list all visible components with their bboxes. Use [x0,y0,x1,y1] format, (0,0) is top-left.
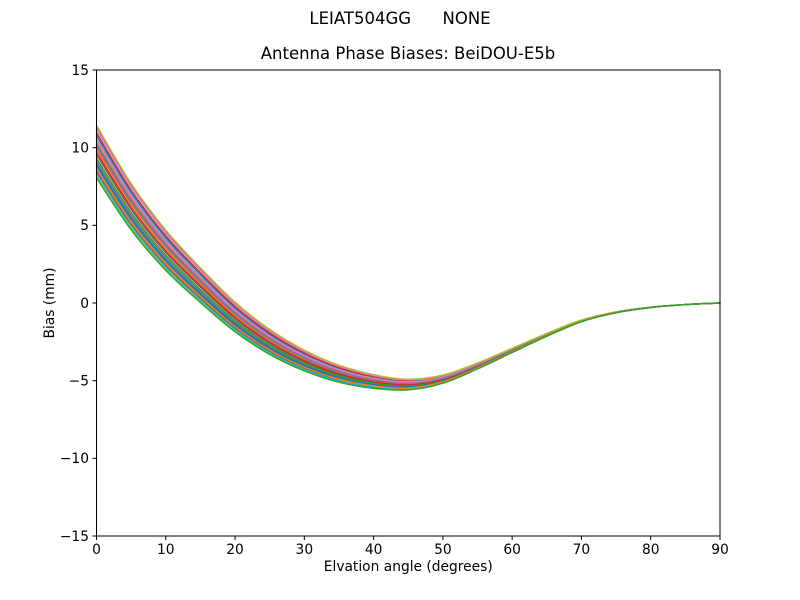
y-tick-label: −15 [60,529,89,545]
x-tick-label: 10 [157,542,175,558]
series-line-5 [95,126,721,381]
series-line-17 [95,138,721,383]
x-tick-label: 60 [503,542,521,558]
y-tick-label: 0 [80,296,89,312]
series-line-22 [95,168,721,389]
y-axis-label: Bias (mm) [42,268,58,339]
y-tick-label: −5 [69,373,89,389]
y-tick-label: −10 [60,451,89,467]
plot-border [96,69,721,537]
x-tick-label: 20 [226,542,244,558]
x-tick-label: 80 [642,542,660,558]
y-tick-label: 15 [71,63,89,79]
x-tick-label: 40 [365,542,383,558]
x-tick-label: 90 [711,542,729,558]
y-tick-label: 5 [80,218,89,234]
series-line-7 [95,128,721,381]
x-axis-label: Elvation angle (degrees) [324,559,493,575]
x-tick-label: 70 [573,542,591,558]
x-tick-label: 30 [296,542,314,558]
chart-title: Antenna Phase Biases: BeiDOU-E5b [260,44,556,63]
series-line-19 [95,124,721,380]
figure-suptitle: LEIAT504GG NONE [309,9,491,28]
x-tick-label: 50 [434,542,452,558]
y-tick-label: 10 [71,140,89,156]
series-line-23 [95,177,721,391]
x-tick-label: 0 [92,542,101,558]
